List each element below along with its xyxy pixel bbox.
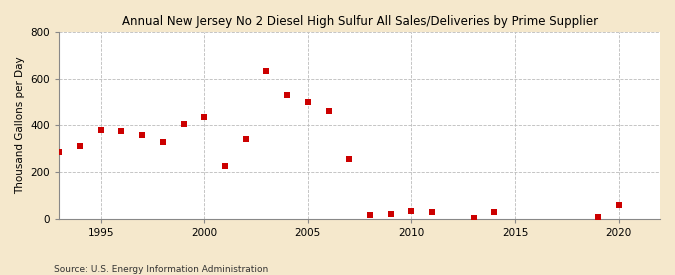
Point (593, 214, 603, 219)
Point (178, 122, 189, 127)
Point (468, 216, 479, 220)
Point (219, 164, 230, 169)
Point (54, 150, 65, 155)
Point (323, 109, 334, 114)
Point (240, 137, 251, 142)
Point (613, 203, 624, 207)
Point (344, 157, 354, 161)
Point (364, 213, 375, 218)
Text: Source: U.S. Energy Information Administration: Source: U.S. Energy Information Administ… (54, 265, 268, 274)
Point (427, 210, 437, 214)
Point (199, 115, 210, 119)
Point (385, 212, 396, 216)
Point (74, 144, 85, 149)
Point (116, 129, 127, 133)
Y-axis label: Thousand Gallons per Day: Thousand Gallons per Day (15, 57, 25, 194)
Point (302, 100, 313, 104)
Point (261, 68, 272, 73)
Title: Annual New Jersey No 2 Diesel High Sulfur All Sales/Deliveries by Prime Supplier: Annual New Jersey No 2 Diesel High Sulfu… (122, 15, 597, 28)
Point (281, 93, 292, 97)
Point (95, 128, 106, 132)
Point (136, 133, 147, 137)
Point (406, 209, 416, 213)
Point (157, 140, 168, 144)
Point (489, 210, 500, 214)
